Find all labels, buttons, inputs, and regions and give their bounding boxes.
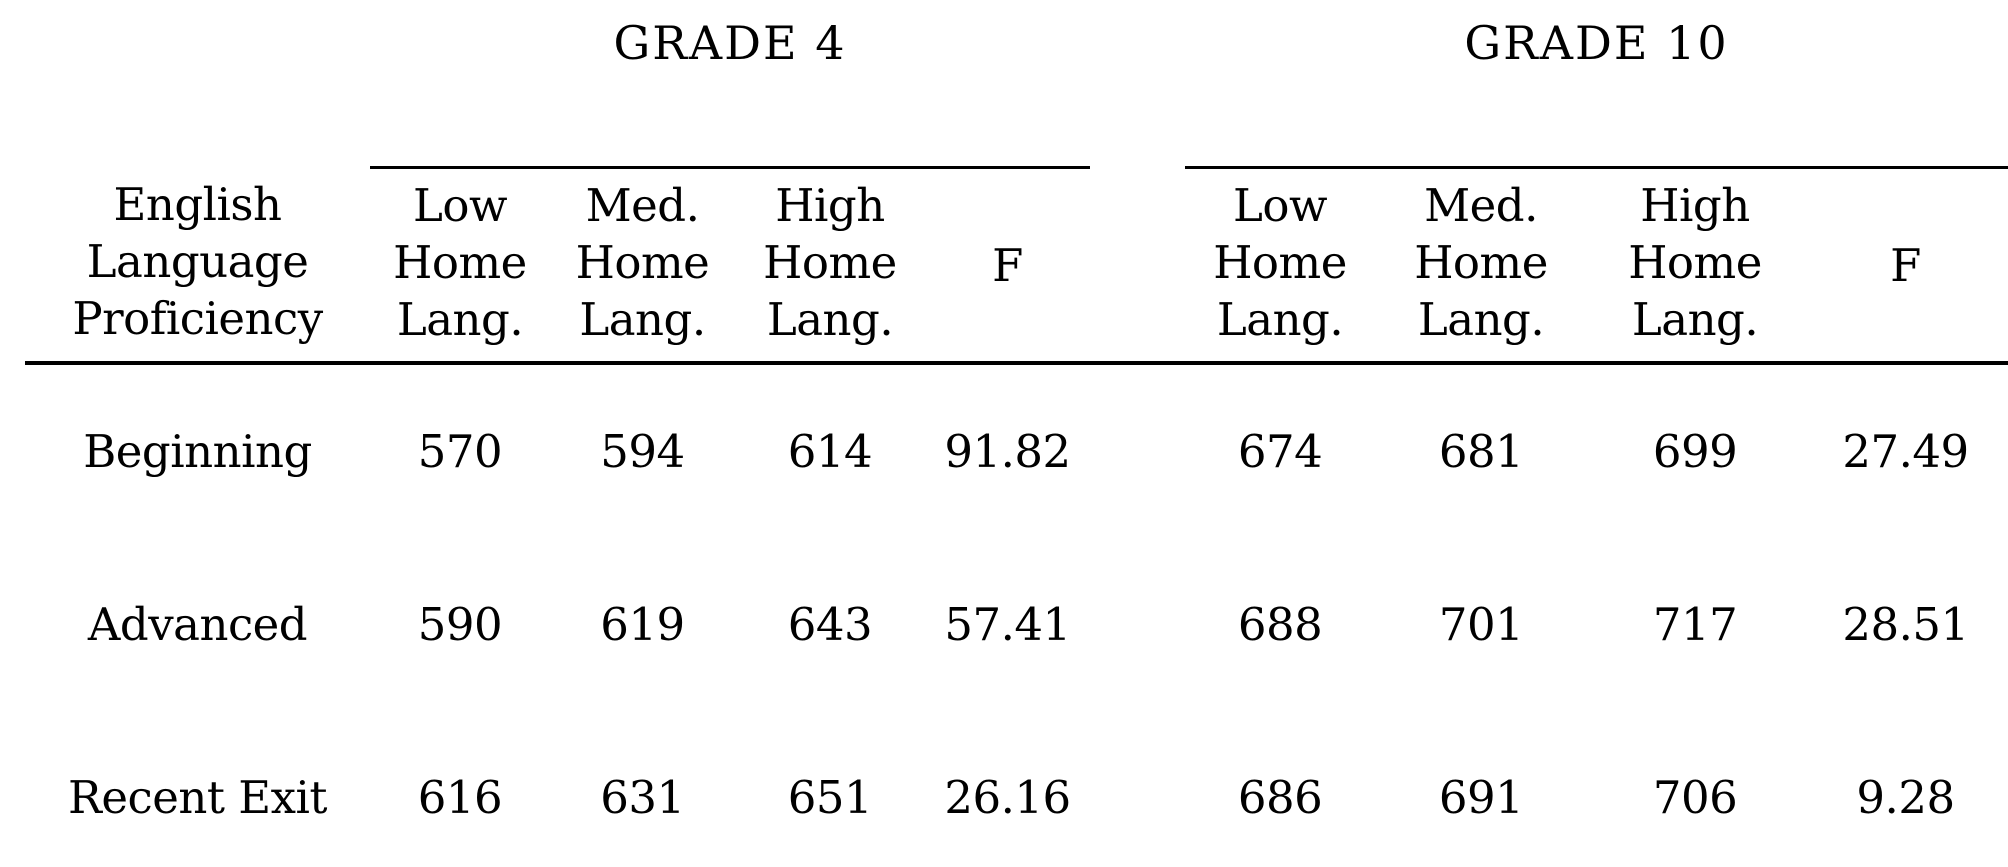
header-line: Home	[393, 236, 527, 289]
data-cell-g10-med: 691	[1438, 771, 1524, 824]
data-cell-g10-f: 27.49	[1842, 425, 1969, 478]
data-cell-g10-high: 717	[1652, 598, 1738, 651]
data-cell-g10-low: 674	[1237, 425, 1323, 478]
data-cell-g10-high: 699	[1652, 425, 1738, 478]
col-header-g10-f: F	[1803, 167, 2008, 365]
data-cell-g4-f: 57.41	[944, 598, 1071, 651]
data-cell-g4-high: 643	[787, 598, 873, 651]
col-header-g4-low-home-lang: Low Home Lang.	[370, 167, 550, 365]
data-cell-g10-f: 9.28	[1856, 771, 1955, 824]
header-line: High	[775, 179, 885, 232]
header-line: Med.	[585, 179, 700, 232]
data-cell-g4-low: 570	[417, 425, 503, 478]
col-header-g4-high-home-lang: High Home Lang.	[735, 167, 925, 365]
col-header-g4-f: F	[925, 167, 1091, 365]
data-cell-g10-low: 688	[1237, 598, 1323, 651]
grade4-spanner-label: GRADE 4	[370, 0, 1091, 169]
row-label: Advanced	[87, 598, 308, 651]
table-row-beginning: Beginning 570 594 614 91.82 674 681 699 …	[25, 363, 2008, 538]
data-cell-g4-low: 616	[417, 771, 503, 824]
data-cell-g4-low: 590	[417, 598, 503, 651]
header-line: Lang.	[579, 293, 706, 346]
header-line: Home	[763, 236, 897, 289]
data-cell-g10-high: 706	[1652, 771, 1738, 824]
header-line: Med.	[1424, 179, 1538, 232]
col-header-g4-med-home-lang: Med. Home Lang.	[550, 167, 735, 365]
header-line: High	[1640, 179, 1750, 232]
header-line: Lang.	[1216, 293, 1344, 346]
header-line: Home	[575, 236, 710, 289]
row-label: Recent Exit	[68, 771, 327, 824]
header-line: Low	[413, 179, 508, 232]
header-line: Home	[1213, 236, 1347, 289]
data-cell-g4-f: 26.16	[944, 771, 1071, 824]
group-gap	[1090, 363, 1185, 538]
data-cell-g4-high: 651	[787, 771, 873, 824]
group-gap	[1090, 711, 1185, 867]
group-gap	[1090, 167, 1186, 365]
stub-header-line: Language	[86, 234, 309, 288]
table-row-recent-exit: Recent Exit 616 631 651 26.16 686 691 70…	[25, 711, 2008, 867]
col-header-g10-low-home-lang: Low Home Lang.	[1185, 167, 1376, 365]
header-line: Lang.	[766, 293, 894, 346]
data-cell-g4-high: 614	[787, 425, 873, 478]
results-table: GRADE 4 GRADE 10 English Language Profic…	[25, 0, 2008, 867]
data-cell-g10-f: 28.51	[1842, 598, 1969, 651]
grade10-spanner-label: GRADE 10	[1185, 0, 2008, 169]
header-line: Lang.	[1631, 293, 1759, 346]
stub-header-line: Proficiency	[72, 291, 323, 345]
data-cell-g10-med: 701	[1438, 598, 1524, 651]
col-header-g10-med-home-lang: Med. Home Lang.	[1375, 167, 1588, 365]
col-header-g10-high-home-lang: High Home Lang.	[1587, 167, 1804, 365]
row-label: Beginning	[83, 425, 312, 478]
data-cell-g10-med: 681	[1438, 425, 1524, 478]
group-gap	[1090, 0, 1185, 168]
data-cell-g4-med: 594	[600, 425, 685, 478]
header-line: Low	[1233, 179, 1328, 232]
data-cell-g4-med: 619	[600, 598, 685, 651]
data-cell-g4-f: 91.82	[944, 425, 1071, 478]
header-line: Home	[1628, 236, 1762, 289]
data-cell-g4-med: 631	[600, 771, 685, 824]
header-line: Lang.	[396, 293, 524, 346]
column-header-row: English Language Proficiency Low Home La…	[25, 167, 2008, 365]
header-line: Lang.	[1417, 293, 1545, 346]
stub-header: English Language Proficiency	[25, 167, 370, 365]
table-row-advanced: Advanced 590 619 643 57.41 688 701 717 2…	[25, 538, 2008, 711]
stub-spacer	[25, 0, 370, 168]
spanner-row: GRADE 4 GRADE 10	[25, 0, 2008, 169]
data-cell-g10-low: 686	[1237, 771, 1323, 824]
header-line: Home	[1414, 236, 1548, 289]
group-gap	[1090, 538, 1185, 711]
stub-header-line: English	[113, 177, 283, 231]
